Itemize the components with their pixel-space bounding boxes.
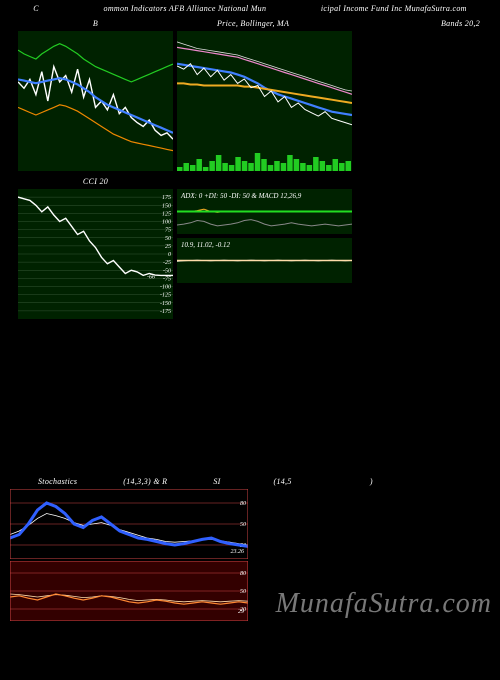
svg-text:50: 50 bbox=[240, 522, 246, 528]
hdr-c: C bbox=[33, 4, 39, 13]
svg-text:150: 150 bbox=[162, 203, 171, 209]
cci-chart: 175 150 125 100 75 50 25 0 -25 -50 -75 -100 -125 -150… bbox=[18, 189, 173, 319]
bb-chart bbox=[18, 31, 173, 171]
svg-text:29: 29 bbox=[238, 609, 244, 615]
cci-title: CCI 20 bbox=[18, 177, 173, 186]
svg-text:23.26: 23.26 bbox=[231, 549, 245, 555]
svg-text:-66: -66 bbox=[147, 274, 155, 280]
svg-text:-175: -175 bbox=[160, 309, 171, 315]
svg-text:125: 125 bbox=[162, 211, 171, 217]
svg-text:-125: -125 bbox=[160, 293, 171, 299]
svg-text:-25: -25 bbox=[163, 260, 171, 266]
hdr-right: icipal Income Fund Inc MunafaSutra.com bbox=[321, 4, 467, 13]
svg-text:-75: -75 bbox=[163, 276, 171, 282]
svg-text:175: 175 bbox=[162, 195, 171, 201]
svg-text:25: 25 bbox=[165, 244, 171, 250]
svg-text:80: 80 bbox=[240, 571, 246, 577]
bands-chart bbox=[177, 31, 352, 171]
bb-title: B bbox=[18, 19, 173, 28]
bands-title-l: Price, Bollinger, MA bbox=[177, 19, 352, 28]
svg-text:100: 100 bbox=[162, 220, 171, 226]
svg-text:75: 75 bbox=[165, 228, 171, 234]
svg-text:10.9, 11.02, -0.12: 10.9, 11.02, -0.12 bbox=[181, 241, 231, 249]
stoch-title: Stochastics (14,3,3) & R SI (14,5 ) bbox=[10, 477, 490, 486]
svg-text:50: 50 bbox=[165, 236, 171, 242]
watermark: MunafaSutra.com bbox=[276, 588, 492, 620]
adx-chart: ADX: 0 +DI: 50 -DI: 50 & MACD 12,26,9 bbox=[177, 189, 352, 234]
rsi-chart: 80502029 bbox=[10, 561, 248, 621]
macd-chart: 10.9, 11.02, -0.12 bbox=[177, 238, 352, 283]
stoch-chart: 80502023.26 bbox=[10, 489, 490, 559]
hdr-mid: ommon Indicators AFB Alliance National M… bbox=[104, 4, 267, 13]
svg-text:80: 80 bbox=[240, 501, 246, 507]
svg-text:50: 50 bbox=[240, 589, 246, 595]
svg-text:ADX: 0 +DI: 50 -DI: 50: ADX: 0 +DI: 50 -DI: 50 & MACD 12,26,9 bbox=[180, 192, 302, 200]
svg-text:-100: -100 bbox=[160, 285, 171, 291]
bands-title-r: Bands 20,2 bbox=[352, 19, 500, 28]
svg-text:-50: -50 bbox=[163, 268, 171, 274]
page-header: C ommon Indicators AFB Alliance National… bbox=[0, 0, 500, 17]
svg-text:-150: -150 bbox=[160, 301, 171, 307]
svg-text:0: 0 bbox=[168, 252, 171, 258]
